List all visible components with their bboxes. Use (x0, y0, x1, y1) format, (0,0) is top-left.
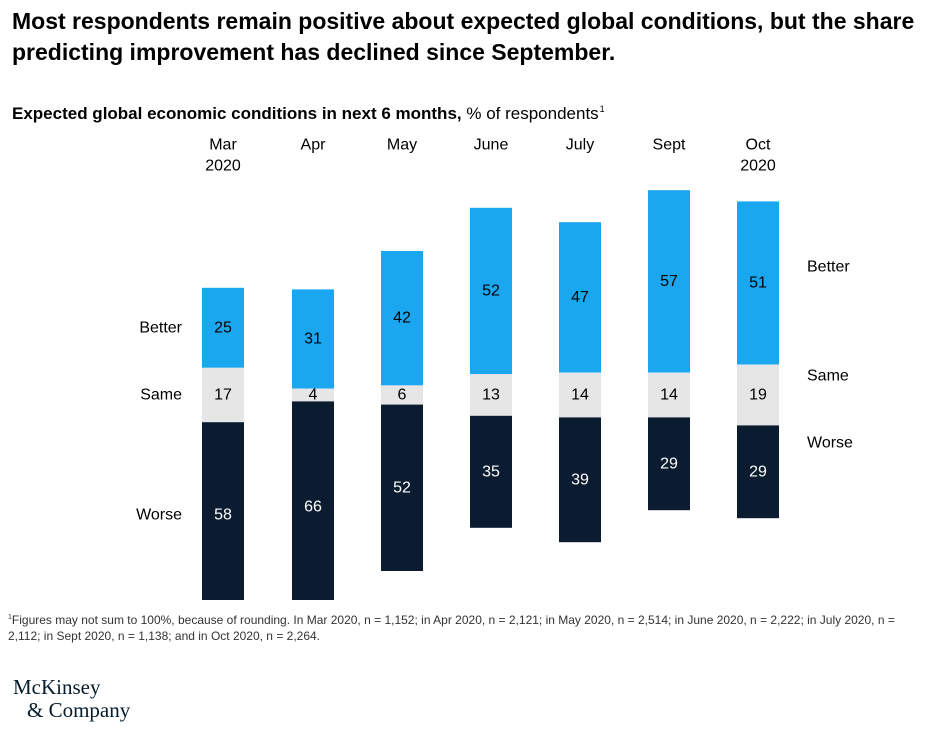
chart-subtitle: Expected global economic conditions in n… (12, 98, 605, 125)
bar-worse (202, 422, 244, 600)
logo-line-2: & Company (27, 698, 131, 722)
bar-better (737, 201, 779, 365)
data-label-better: 51 (749, 275, 767, 292)
series-label-right: Better (807, 259, 850, 276)
data-label-same: 13 (482, 387, 500, 404)
category-label: Mar (209, 137, 237, 154)
data-label-same: 4 (309, 387, 318, 404)
chart-headline: Most respondents remain positive about e… (12, 8, 915, 65)
bar-same (737, 364, 779, 426)
data-label-same: 14 (660, 387, 678, 404)
bar-worse (648, 417, 690, 511)
bar-worse (381, 404, 423, 571)
stacked-bar-chart: 25 17 58 Mar 2020 31 4 66 Apr 42 6 52 May 52 13 35 June 4… (136, 137, 853, 600)
category-label: Sept (653, 137, 686, 154)
category-label: July (566, 137, 594, 154)
category-label: 2020 (740, 158, 776, 175)
bar-same (292, 388, 334, 402)
data-label-same: 19 (749, 387, 767, 404)
data-label-better: 31 (304, 331, 322, 348)
footnote: 1Figures may not sum to 100%, because of… (8, 610, 920, 644)
data-label-same: 6 (398, 387, 407, 404)
bar-same (470, 374, 512, 416)
bar-same (381, 385, 423, 405)
footnote-mark: 1 (8, 614, 12, 621)
data-label-better: 52 (482, 283, 500, 300)
bar-worse (559, 417, 601, 543)
data-label-worse: 52 (393, 479, 411, 496)
bar-better (292, 289, 334, 389)
bar-same (648, 372, 690, 418)
bar-better (202, 287, 244, 368)
bar-better (381, 251, 423, 386)
data-label-worse: 29 (749, 463, 767, 480)
data-label-worse: 66 (304, 499, 322, 516)
subtitle-bold: Expected global economic conditions in n… (12, 104, 462, 123)
data-label-worse: 29 (660, 455, 678, 472)
data-label-worse: 35 (482, 463, 500, 480)
bar-worse (470, 415, 512, 528)
bar-same (202, 367, 244, 423)
data-label-same: 14 (571, 387, 589, 404)
data-label-better: 42 (393, 310, 411, 327)
footnote-text: Figures may not sum to 100%, because of … (8, 613, 895, 643)
series-label-left: Same (140, 387, 182, 404)
data-label-same: 17 (214, 387, 232, 404)
category-label: June (474, 137, 509, 154)
subtitle-unit: % of respondents (466, 104, 599, 123)
mckinsey-logo: McKinsey & Company (13, 676, 130, 722)
bar-better (559, 222, 601, 373)
series-label-right: Worse (807, 435, 853, 452)
logo-line-1: McKinsey (13, 675, 101, 699)
bar-better (648, 190, 690, 373)
series-label-right: Same (807, 368, 849, 385)
data-label-better: 25 (214, 319, 232, 336)
category-label: Apr (301, 137, 327, 154)
bar-worse (737, 425, 779, 519)
bar-better (470, 207, 512, 375)
category-label: Oct (746, 137, 771, 154)
series-label-left: Worse (136, 507, 182, 524)
data-label-better: 47 (571, 289, 589, 306)
bar-worse (292, 401, 334, 600)
bar-same (559, 372, 601, 418)
data-label-better: 57 (660, 273, 678, 290)
subtitle-footnote-mark: 1 (599, 104, 605, 114)
category-label: May (387, 137, 417, 154)
category-label: 2020 (205, 158, 241, 175)
series-label-left: Better (139, 319, 182, 336)
data-label-worse: 39 (571, 471, 589, 488)
data-label-worse: 58 (214, 507, 232, 524)
